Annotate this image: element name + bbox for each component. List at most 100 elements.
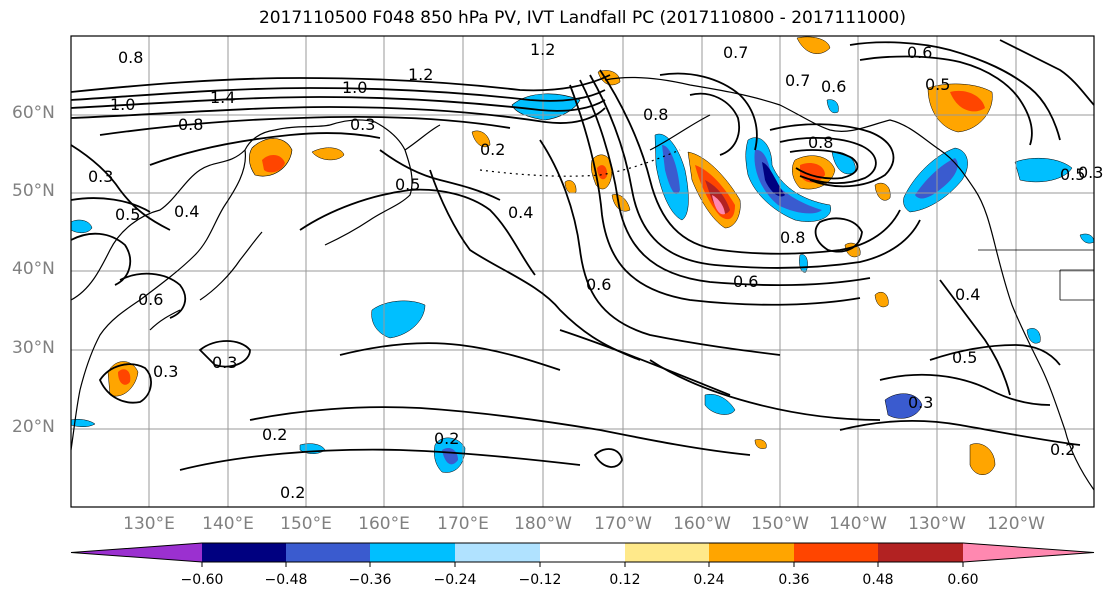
contour-line (149, 132, 381, 166)
colorbar-tick: 0.36 (778, 572, 810, 588)
contour-label: 0.8 (808, 133, 833, 152)
colorbar-tick: −0.12 (518, 572, 562, 588)
anomaly-patch (262, 154, 285, 173)
contour-label: 0.8 (780, 228, 805, 247)
contour-label: 1.0 (342, 78, 367, 97)
contour-line (559, 329, 731, 396)
contour-line (119, 272, 187, 319)
anomaly-patch (705, 180, 730, 214)
contour-label: 0.4 (955, 285, 980, 304)
lat-label: 50°N (12, 181, 55, 201)
lat-label: 40°N (12, 259, 55, 279)
contour-line (429, 169, 641, 361)
contour-line (589, 74, 921, 269)
colorbar (70, 542, 1095, 567)
lon-label: 140°E (202, 514, 254, 534)
anomaly-patch (754, 439, 767, 449)
contour-label: 0.8 (643, 105, 668, 124)
anomaly-patch (1026, 328, 1041, 344)
colorbar-segment (625, 543, 709, 562)
anomaly-patch (915, 158, 958, 199)
graticule (71, 36, 1094, 507)
contour-label: 0.3 (153, 362, 178, 381)
contour-line (689, 92, 740, 156)
contour-label: 0.4 (174, 202, 199, 221)
lon-label: 130°W (908, 514, 966, 534)
lon-label: 140°W (829, 514, 887, 534)
colorbar-segment (370, 543, 455, 562)
coastline-north-america (939, 149, 1095, 491)
contour-label: 0.6 (586, 275, 611, 294)
contour-line (70, 87, 606, 102)
contour-line (70, 96, 606, 112)
map-frame (70, 35, 1095, 508)
anomaly-patch (118, 369, 131, 385)
contour-label: 1.2 (408, 65, 433, 84)
anomaly-patch (874, 182, 891, 201)
anomaly-patch (762, 162, 785, 197)
contour-line (789, 149, 859, 180)
colorbar-segment (202, 543, 286, 562)
contour-label: 0.2 (262, 425, 287, 444)
contour-line (569, 84, 861, 306)
lon-label: 130°E (123, 514, 175, 534)
lat-label: 20°N (12, 417, 55, 437)
contour-label: 0.6 (733, 272, 758, 291)
anomaly-patch (712, 195, 725, 215)
contour-line (339, 342, 561, 371)
anomaly-patch (471, 130, 491, 148)
contour-line (879, 373, 1051, 406)
contour-label: 0.6 (138, 290, 163, 309)
lon-label: 160°E (358, 514, 410, 534)
contour-line (649, 359, 881, 421)
contour-lines (70, 39, 1095, 471)
coastline-asia (70, 124, 331, 451)
colorbar-segment (878, 543, 963, 562)
contour-line (839, 419, 1081, 446)
contour-label: 0.2 (434, 429, 459, 448)
colorbar-segment (540, 543, 625, 562)
lat-label: 30°N (12, 338, 55, 358)
contour-label: 0.8 (178, 115, 203, 134)
anomaly-patch (874, 291, 889, 308)
contour-line (939, 279, 1011, 396)
colorbar-tick: 0.12 (609, 572, 641, 588)
colorbar-tick: 0.60 (947, 572, 979, 588)
contour-line (299, 188, 536, 276)
contour-line (539, 139, 781, 356)
lon-label: 150°E (280, 514, 332, 534)
contour-label: 0.6 (907, 43, 932, 62)
anomaly-patch (884, 393, 923, 419)
contour-label: 0.4 (508, 203, 533, 222)
contour-line (379, 149, 501, 201)
colorbar-extend-low (71, 543, 202, 562)
contour-line (849, 41, 1061, 141)
anomaly-patch (70, 219, 93, 233)
lon-label: 150°W (751, 514, 809, 534)
contour-line (70, 106, 606, 124)
lon-label: 120°W (987, 514, 1045, 534)
anomaly-patch (597, 165, 608, 180)
coastline-kamchatka (324, 119, 441, 246)
colorbar-tick: 0.24 (693, 572, 725, 588)
anomaly-patch (371, 300, 426, 339)
colorbar-tick: −0.36 (348, 572, 392, 588)
contour-label: 0.2 (480, 140, 505, 159)
contour-line (814, 217, 863, 253)
contour-label: 0.3 (88, 167, 113, 186)
anomaly-patch (311, 147, 345, 161)
contour-line (659, 72, 758, 151)
lon-label: 160°W (673, 514, 731, 534)
lon-label: 170°W (594, 514, 652, 534)
contour-label: 0.5 (925, 75, 950, 94)
contour-label: 1.0 (110, 95, 135, 114)
anomaly-patch (611, 194, 631, 212)
colorbar-tick: −0.24 (433, 572, 477, 588)
contour-line (593, 448, 623, 468)
coastlines (70, 76, 1095, 491)
coastline-japan (149, 231, 263, 331)
anomaly-patch (950, 90, 985, 112)
contour-line (70, 232, 132, 286)
contour-line (929, 344, 1061, 366)
contour-line (179, 448, 581, 471)
